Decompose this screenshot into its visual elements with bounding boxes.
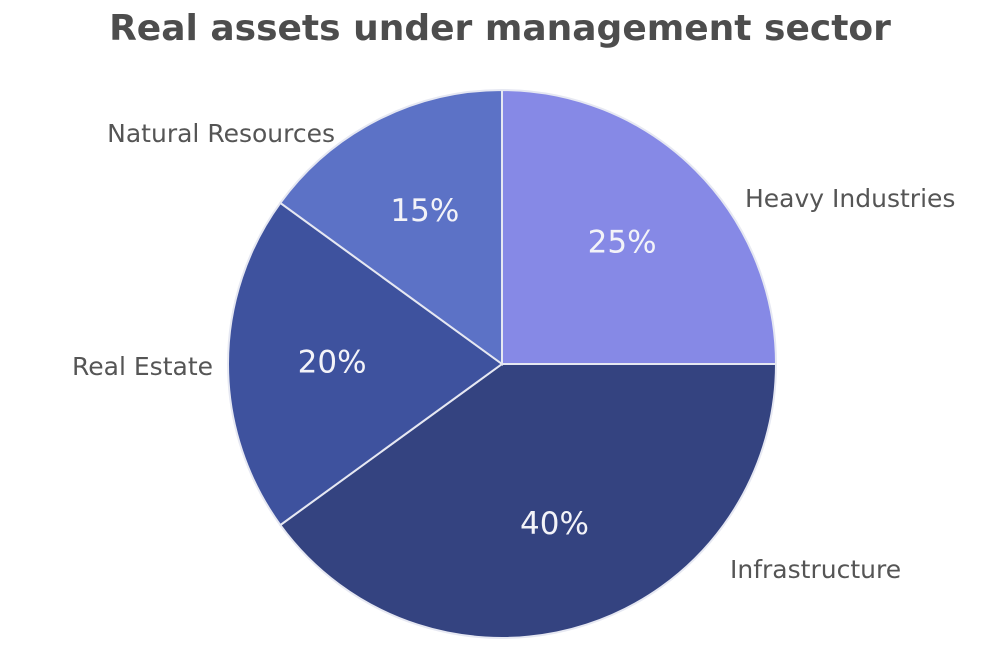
pie-slice-infrastructure xyxy=(278,363,778,639)
slice-value-label: 15% xyxy=(390,193,459,229)
pie-slice-natural-resources xyxy=(278,88,503,366)
slice-value-label: 40% xyxy=(520,506,589,542)
slice-value-label: 25% xyxy=(588,224,657,260)
pie-slice-heavy-industries xyxy=(501,88,778,365)
slice-category-label: Real Estate xyxy=(72,352,213,381)
slice-category-label: Infrastructure xyxy=(730,555,901,584)
chart-title: Real assets under management sector xyxy=(109,8,891,49)
slice-category-label: Natural Resources xyxy=(107,119,335,148)
slice-value-label: 20% xyxy=(298,345,367,381)
percentage-labels: 25% 40% 20% 15% xyxy=(298,193,657,542)
slice-category-label: Heavy Industries xyxy=(745,184,955,213)
pie-slices xyxy=(227,88,778,639)
category-labels: Heavy Industries Infrastructure Real Estat… xyxy=(72,119,955,584)
pie-slice-real-estate xyxy=(227,201,504,527)
